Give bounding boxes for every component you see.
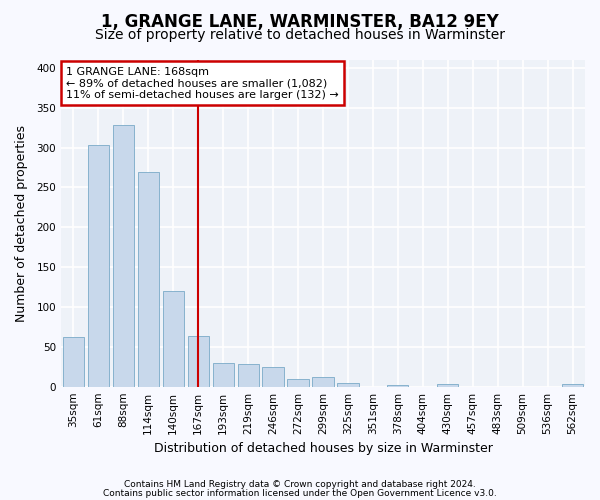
Bar (313, 377, 334, 386)
Bar (337, 382, 359, 386)
Bar (562, 384, 583, 386)
Y-axis label: Number of detached properties: Number of detached properties (15, 125, 28, 322)
Bar (88, 146, 109, 386)
Bar (63, 338, 84, 386)
Bar (262, 367, 284, 386)
X-axis label: Distribution of detached houses by size in Warminster: Distribution of detached houses by size … (154, 442, 493, 455)
Text: 1 GRANGE LANE: 168sqm
← 89% of detached houses are smaller (1,082)
11% of semi-d: 1 GRANGE LANE: 168sqm ← 89% of detached … (66, 66, 339, 100)
Bar (437, 384, 458, 386)
Text: Contains HM Land Registry data © Crown copyright and database right 2024.: Contains HM Land Registry data © Crown c… (124, 480, 476, 489)
Bar (387, 385, 409, 386)
Bar (238, 364, 259, 386)
Bar (212, 363, 234, 386)
Text: 1, GRANGE LANE, WARMINSTER, BA12 9EY: 1, GRANGE LANE, WARMINSTER, BA12 9EY (101, 12, 499, 30)
Bar (163, 291, 184, 386)
Text: Size of property relative to detached houses in Warminster: Size of property relative to detached ho… (95, 28, 505, 42)
Text: Contains public sector information licensed under the Open Government Licence v3: Contains public sector information licen… (103, 488, 497, 498)
Bar (113, 126, 134, 386)
Bar (188, 336, 209, 386)
Bar (137, 172, 159, 386)
Bar (287, 378, 308, 386)
